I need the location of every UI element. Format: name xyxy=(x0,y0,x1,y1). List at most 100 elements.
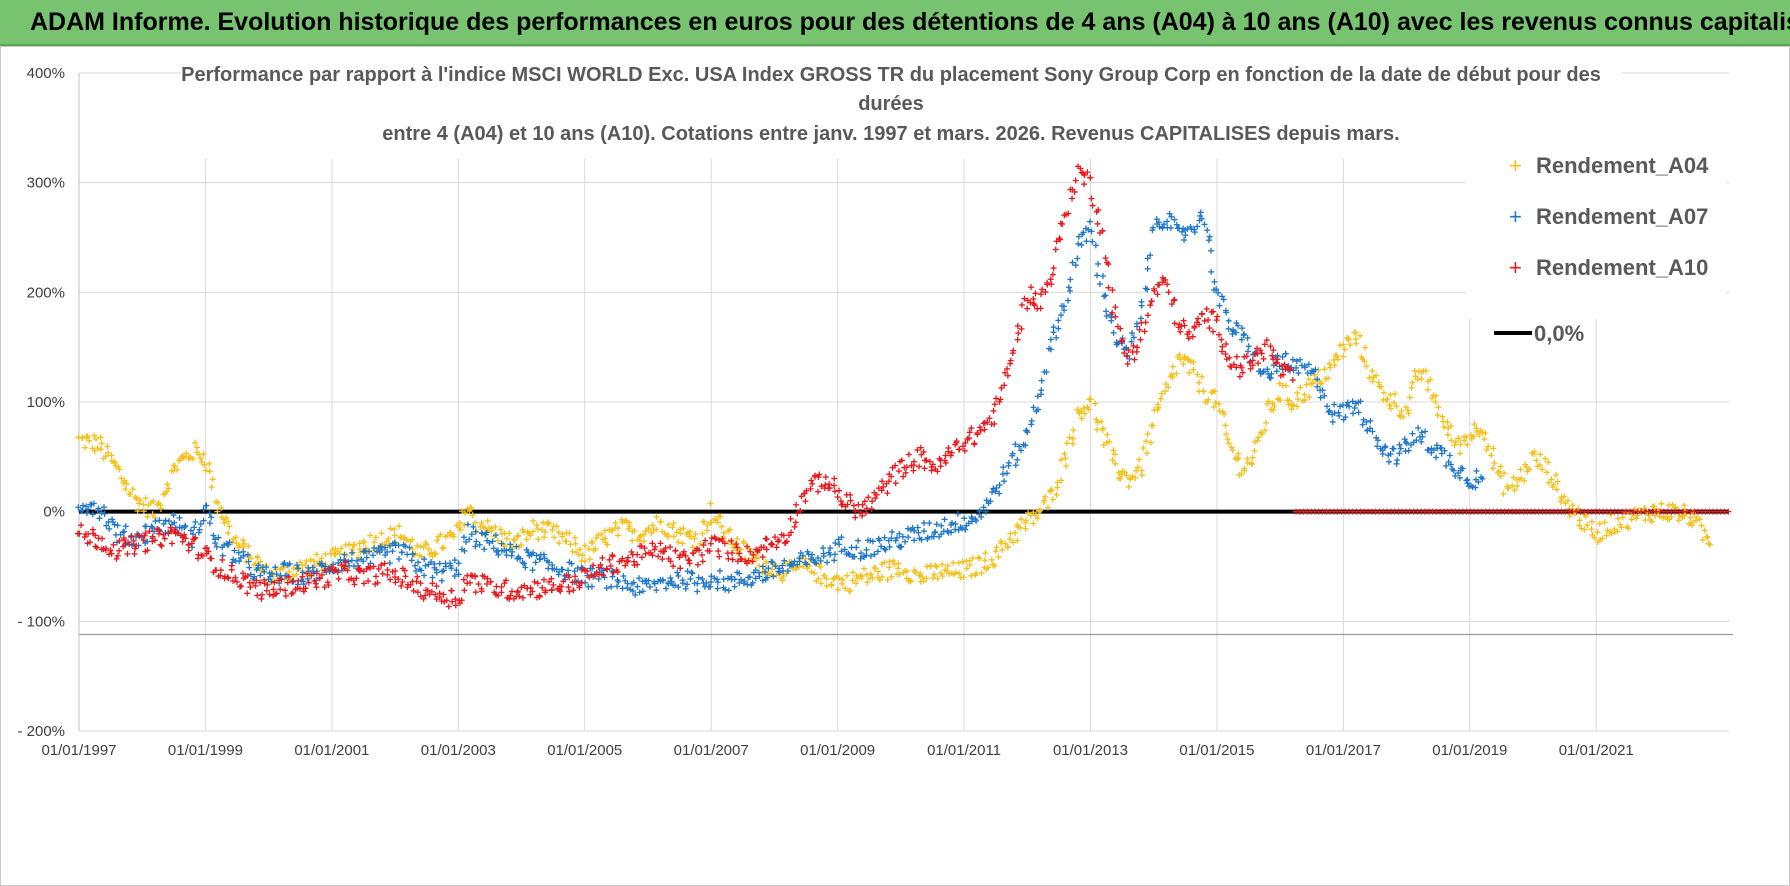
data-point xyxy=(1207,247,1214,254)
data-point xyxy=(761,568,768,575)
data-point xyxy=(1021,295,1028,302)
data-point xyxy=(160,531,167,538)
data-point xyxy=(609,553,616,560)
data-point xyxy=(699,530,706,537)
data-point xyxy=(996,490,1003,497)
data-point xyxy=(634,583,641,590)
data-point xyxy=(669,524,676,531)
data-point xyxy=(455,571,462,578)
data-point xyxy=(1310,380,1317,387)
data-point xyxy=(1010,347,1017,354)
data-point xyxy=(81,534,88,541)
data-point xyxy=(1601,519,1608,526)
data-point xyxy=(1245,343,1252,350)
data-point xyxy=(905,534,912,541)
data-point xyxy=(596,571,603,578)
data-point xyxy=(1142,319,1149,326)
data-point xyxy=(687,575,694,582)
data-point xyxy=(968,425,975,432)
data-point xyxy=(876,537,883,544)
data-point xyxy=(1221,411,1228,418)
data-point xyxy=(1144,312,1151,319)
data-point xyxy=(593,534,600,541)
data-point xyxy=(1225,325,1232,332)
data-point xyxy=(878,543,885,550)
data-point xyxy=(503,552,510,559)
data-point xyxy=(551,534,558,541)
data-point xyxy=(888,573,895,580)
data-point xyxy=(750,552,757,559)
data-point xyxy=(1004,544,1011,551)
data-point xyxy=(768,540,775,547)
data-point xyxy=(865,494,872,501)
data-point xyxy=(1168,213,1175,220)
data-point xyxy=(763,536,770,543)
data-point xyxy=(432,591,439,598)
data-point xyxy=(953,439,960,446)
data-point xyxy=(395,556,402,563)
data-point xyxy=(1201,221,1208,228)
data-point xyxy=(668,578,675,585)
data-point xyxy=(675,584,682,591)
data-point xyxy=(142,495,149,502)
data-point xyxy=(206,460,213,467)
data-point xyxy=(836,487,843,494)
x-tick-label: 01/01/2005 xyxy=(547,742,622,759)
data-point xyxy=(412,562,419,569)
data-point xyxy=(973,570,980,577)
data-point xyxy=(225,518,232,525)
data-point xyxy=(257,558,264,565)
data-point xyxy=(1057,236,1064,243)
data-point xyxy=(631,527,638,534)
data-point xyxy=(890,557,897,564)
data-point xyxy=(842,585,849,592)
data-point xyxy=(289,578,296,585)
data-point xyxy=(1290,402,1297,409)
data-point xyxy=(1403,440,1410,447)
data-point xyxy=(142,530,149,537)
data-point xyxy=(816,471,823,478)
data-point xyxy=(649,552,656,559)
data-point xyxy=(129,486,136,493)
data-point xyxy=(609,573,616,580)
data-point xyxy=(466,507,473,514)
data-point xyxy=(660,577,667,584)
data-point xyxy=(1249,454,1256,461)
data-point xyxy=(164,481,171,488)
data-point xyxy=(1059,221,1066,228)
data-point xyxy=(608,583,615,590)
data-point xyxy=(160,520,167,527)
data-point xyxy=(92,543,99,550)
data-point xyxy=(911,527,918,534)
data-point xyxy=(518,542,525,549)
data-point xyxy=(927,563,934,570)
data-point xyxy=(715,537,722,544)
data-point xyxy=(701,518,708,525)
data-point xyxy=(944,562,951,569)
data-point xyxy=(437,531,444,538)
data-point xyxy=(1208,268,1215,275)
data-point xyxy=(324,579,331,586)
data-point xyxy=(232,534,239,541)
data-point xyxy=(209,476,216,483)
data-point xyxy=(876,577,883,584)
data-point xyxy=(1444,431,1451,438)
data-point xyxy=(959,525,966,532)
data-point xyxy=(670,533,677,540)
data-point xyxy=(1337,342,1344,349)
data-point xyxy=(1346,403,1353,410)
data-point xyxy=(218,504,225,511)
data-point xyxy=(192,518,199,525)
data-point xyxy=(646,583,653,590)
data-point xyxy=(1434,412,1441,419)
data-point xyxy=(1658,500,1665,507)
data-point xyxy=(398,549,405,556)
data-point xyxy=(185,547,192,554)
data-point xyxy=(921,519,928,526)
data-point xyxy=(1181,236,1188,243)
data-point xyxy=(1094,220,1101,227)
data-point xyxy=(106,525,113,532)
data-point xyxy=(872,495,879,502)
data-point xyxy=(903,464,910,471)
data-point xyxy=(663,585,670,592)
